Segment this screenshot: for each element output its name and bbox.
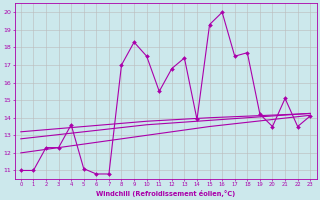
- X-axis label: Windchill (Refroidissement éolien,°C): Windchill (Refroidissement éolien,°C): [96, 190, 235, 197]
